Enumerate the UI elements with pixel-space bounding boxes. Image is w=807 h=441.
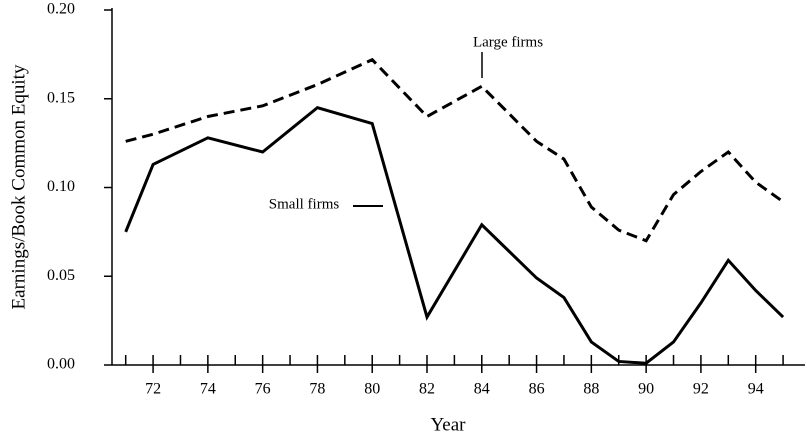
x-tick-label: 86 [529, 381, 545, 398]
x-tick-label: 92 [693, 381, 709, 398]
x-tick-label: 94 [748, 381, 764, 398]
x-tick-label: 78 [309, 381, 325, 398]
series-annotation: Large firms [473, 34, 543, 50]
y-tick-label: 0.20 [47, 1, 75, 18]
y-axis-label: Earnings/Book Common Equity [8, 64, 29, 309]
x-axis-label: Year [430, 414, 466, 435]
x-tick-label: 84 [474, 381, 490, 398]
x-tick-label: 88 [583, 381, 599, 398]
x-tick-label: 76 [255, 381, 271, 398]
x-tick-label: 82 [419, 381, 435, 398]
y-tick-label: 0.15 [47, 89, 75, 106]
x-tick-label: 90 [638, 381, 654, 398]
series-line [125, 57, 784, 243]
series-annotation: Small firms [269, 196, 340, 212]
y-tick-label: 0.10 [47, 178, 75, 195]
x-tick-label: 74 [200, 381, 216, 398]
y-tick-label: 0.00 [47, 356, 75, 373]
series-line [124, 105, 785, 365]
y-tick-label: 0.05 [47, 267, 75, 284]
x-tick-label: 80 [364, 381, 380, 398]
x-tick-label: 72 [145, 381, 161, 398]
